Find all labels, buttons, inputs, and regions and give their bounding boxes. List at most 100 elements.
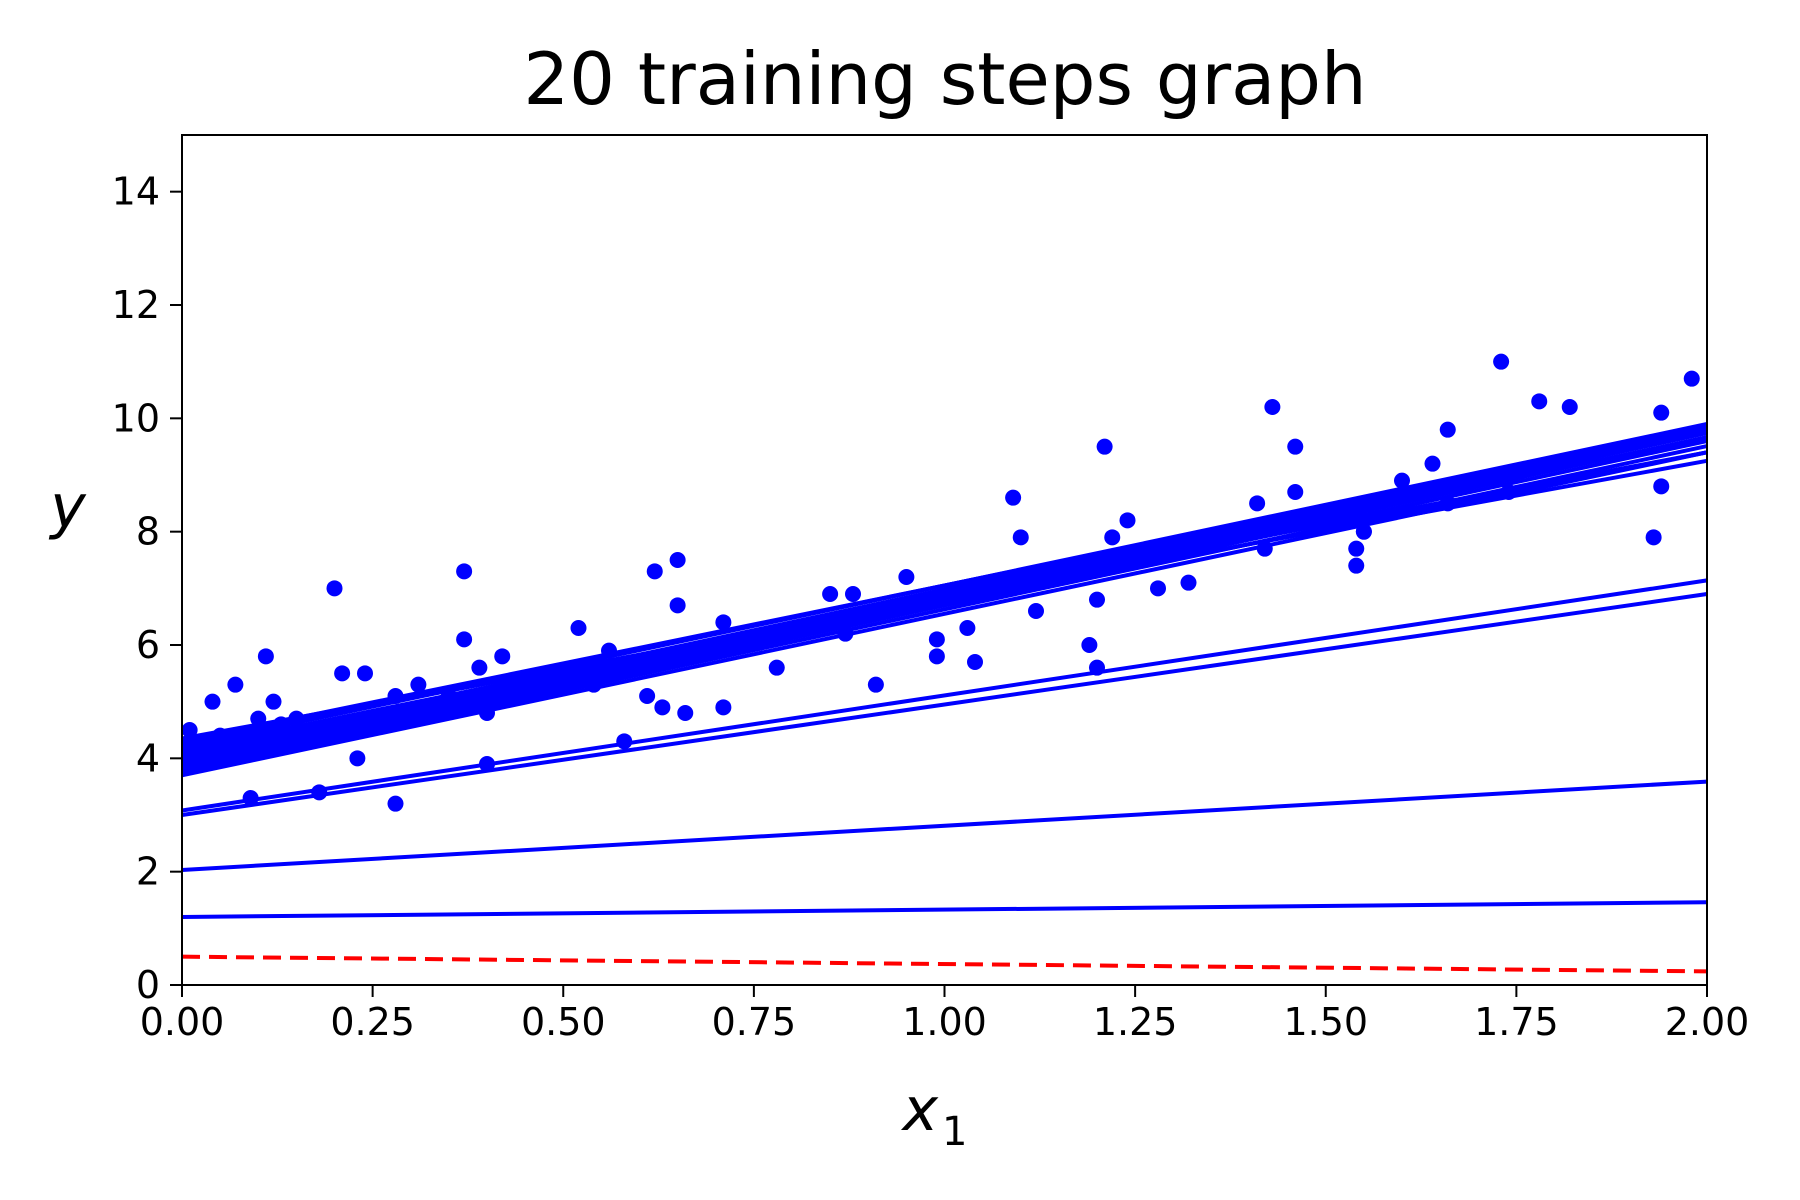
y-tick-label: 14 — [112, 170, 160, 214]
y-tick-label: 6 — [136, 623, 160, 667]
data-point — [257, 648, 274, 665]
prediction-line-3 — [181, 592, 1708, 817]
y-tick-label: 10 — [112, 396, 160, 440]
x-tick-label: 0.50 — [521, 1000, 606, 1044]
data-point — [212, 727, 229, 744]
data-point — [1089, 659, 1105, 676]
data-point — [1081, 637, 1098, 653]
data-point — [1180, 574, 1197, 591]
x-axis-label-subscript: 1 — [942, 1109, 967, 1155]
data-point — [646, 563, 663, 580]
data-point — [669, 552, 686, 568]
x-tick-label: 0.00 — [140, 1000, 225, 1044]
prediction-line-12 — [181, 450, 1708, 761]
data-point — [1096, 438, 1113, 455]
prediction-line-4 — [181, 578, 1708, 813]
data-point — [1355, 523, 1372, 540]
x-axis: 0.00 0.25 0.50 0.75 1.00 1.25 1.50 1.75 2.00 — [140, 985, 1750, 1044]
initial-prediction-line — [181, 954, 1708, 974]
data-point — [1348, 557, 1365, 574]
data-point — [1012, 529, 1029, 546]
data-point — [1089, 591, 1105, 608]
data-point — [181, 722, 198, 738]
prediction-line-2 — [181, 779, 1708, 872]
data-point — [898, 569, 915, 585]
prediction-line-15 — [181, 436, 1708, 752]
data-point — [715, 699, 732, 716]
data-point — [1653, 478, 1670, 495]
data-point — [273, 716, 290, 733]
data-point — [669, 597, 686, 614]
data-point — [822, 586, 839, 602]
y-axis: 0 2 4 6 8 10 12 14 — [112, 170, 182, 1007]
data-point — [440, 688, 457, 704]
data-point — [494, 648, 511, 665]
data-point — [570, 620, 587, 636]
chart-title: 20 training steps graph — [523, 37, 1366, 121]
data-point — [616, 733, 633, 750]
y-axis-label: y — [48, 472, 87, 542]
data-point — [1439, 495, 1456, 512]
data-point — [1005, 489, 1022, 506]
data-point — [1561, 399, 1578, 415]
data-point — [601, 642, 617, 659]
y-tick-label: 0 — [136, 963, 160, 1007]
x-tick-label: 1.00 — [902, 1000, 987, 1044]
data-point — [1424, 455, 1441, 472]
data-point — [456, 563, 473, 580]
data-point — [837, 625, 854, 642]
data-point — [1500, 484, 1517, 500]
data-point — [654, 699, 671, 716]
data-point — [471, 659, 488, 676]
data-point — [357, 665, 373, 682]
data-point — [311, 784, 328, 801]
data-point — [585, 676, 602, 693]
data-point — [349, 750, 366, 767]
x-tick-label: 2.00 — [1665, 1000, 1750, 1044]
data-point — [768, 659, 785, 676]
data-point — [1287, 484, 1304, 500]
plot-frame — [181, 134, 1708, 986]
x-tick-label: 1.75 — [1474, 1000, 1559, 1044]
data-point — [410, 676, 427, 693]
data-point — [1394, 472, 1410, 489]
data-point — [387, 688, 404, 704]
data-point — [456, 631, 473, 648]
data-point — [326, 580, 343, 597]
data-point — [1348, 540, 1365, 557]
x-tick-label: 1.50 — [1283, 1000, 1368, 1044]
data-point — [1256, 540, 1273, 557]
data-point — [479, 756, 495, 772]
data-point — [288, 710, 305, 727]
data-point — [1531, 393, 1548, 410]
data-point — [1287, 438, 1304, 455]
data-point — [928, 631, 945, 648]
data-point — [867, 676, 884, 693]
data-point — [387, 795, 404, 812]
data-point — [1119, 512, 1136, 529]
y-tick-label: 8 — [136, 510, 160, 554]
data-point — [227, 676, 244, 693]
data-point — [1653, 404, 1670, 421]
data-point — [1150, 580, 1166, 597]
data-point — [928, 648, 945, 665]
data-point — [265, 693, 282, 710]
y-tick-label: 4 — [136, 736, 160, 780]
x-tick-label: 0.25 — [330, 1000, 415, 1044]
data-point — [1645, 529, 1662, 546]
data-point — [959, 620, 976, 636]
data-point — [1264, 399, 1281, 415]
prediction-line-18 — [181, 427, 1708, 744]
x-tick-label: 1.25 — [1093, 1000, 1178, 1044]
data-point — [242, 790, 259, 806]
x-tick-label: 0.75 — [712, 1000, 797, 1044]
data-point — [1439, 421, 1456, 438]
data-point — [845, 586, 861, 602]
data-point — [677, 705, 694, 721]
data-point — [1104, 529, 1121, 546]
data-point — [204, 693, 221, 710]
data-point — [1249, 495, 1266, 512]
data-point — [250, 710, 267, 727]
data-point — [334, 665, 351, 682]
